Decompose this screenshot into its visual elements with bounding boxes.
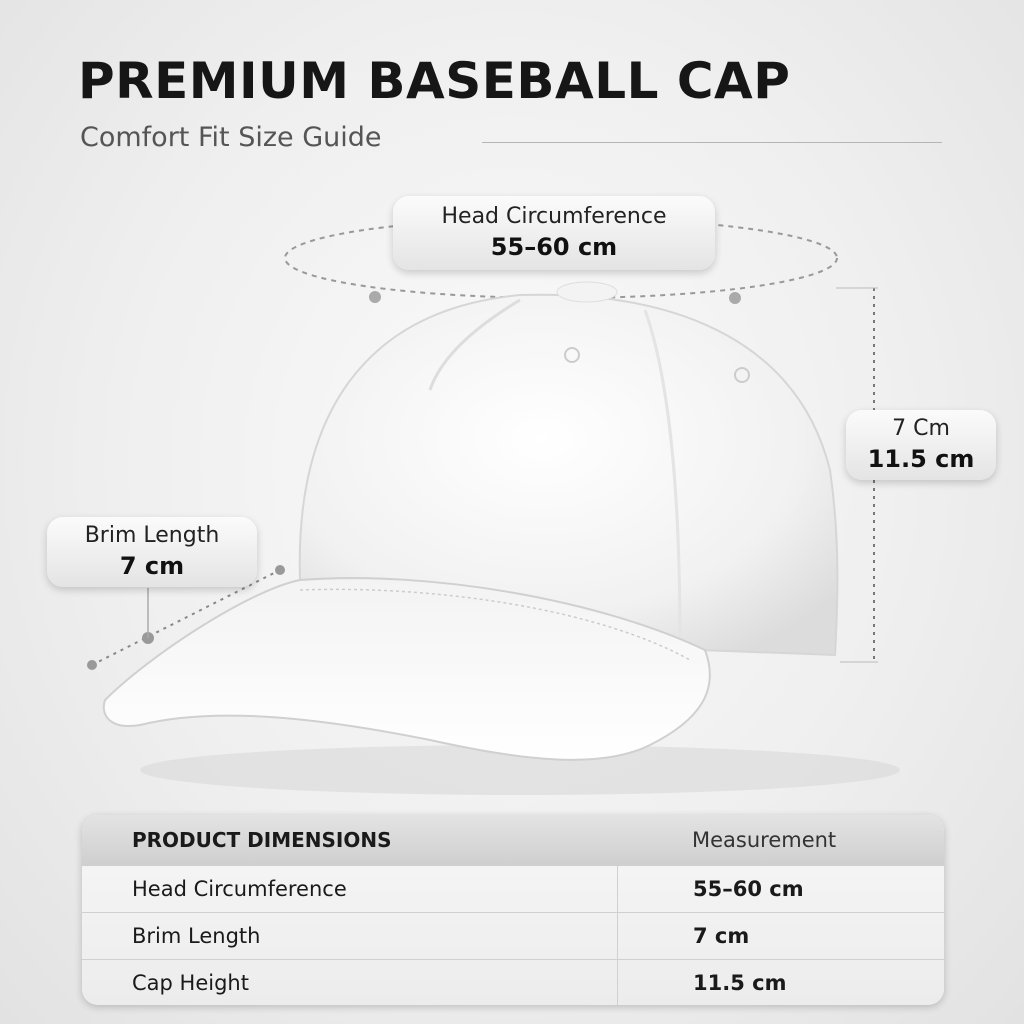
header-dimensions: PRODUCT DIMENSIONS bbox=[132, 828, 392, 852]
page-title: PREMIUM BASEBALL CAP bbox=[78, 52, 791, 110]
row-name: Head Circumference bbox=[132, 877, 347, 901]
callout-value: 7 cm bbox=[119, 552, 185, 580]
height-callout: 7 Cm 11.5 cm bbox=[846, 410, 996, 480]
callout-label: 7 Cm bbox=[892, 416, 950, 441]
cap-shadow bbox=[140, 745, 900, 795]
table-row: Head Circumference 55–60 cm bbox=[82, 865, 944, 912]
callout-value: 11.5 cm bbox=[867, 445, 975, 473]
dimensions-table: PRODUCT DIMENSIONS Measurement Head Circ… bbox=[82, 815, 944, 1005]
subtitle-divider bbox=[482, 142, 942, 143]
row-name: Brim Length bbox=[132, 924, 261, 948]
cap-illustration bbox=[87, 217, 900, 795]
brim-length-callout: Brim Length 7 cm bbox=[47, 517, 257, 587]
head-circumference-callout: Head Circumference 55–60 cm bbox=[393, 196, 715, 270]
table-header: PRODUCT DIMENSIONS Measurement bbox=[82, 815, 944, 865]
page-subtitle: Comfort Fit Size Guide bbox=[80, 122, 382, 153]
callout-value: 55–60 cm bbox=[490, 233, 618, 261]
callout-label: Brim Length bbox=[84, 523, 220, 548]
row-value: 11.5 cm bbox=[617, 960, 944, 1005]
callout-label: Head Circumference bbox=[441, 204, 667, 229]
brim-guide bbox=[91, 569, 281, 666]
cap-brim bbox=[102, 577, 711, 761]
header-measurement: Measurement bbox=[692, 828, 837, 852]
table-row: Cap Height 11.5 cm bbox=[82, 959, 944, 1005]
row-value: 7 cm bbox=[617, 913, 944, 959]
row-name: Cap Height bbox=[132, 971, 249, 995]
table-row: Brim Length 7 cm bbox=[82, 912, 944, 959]
row-value: 55–60 cm bbox=[617, 866, 944, 912]
